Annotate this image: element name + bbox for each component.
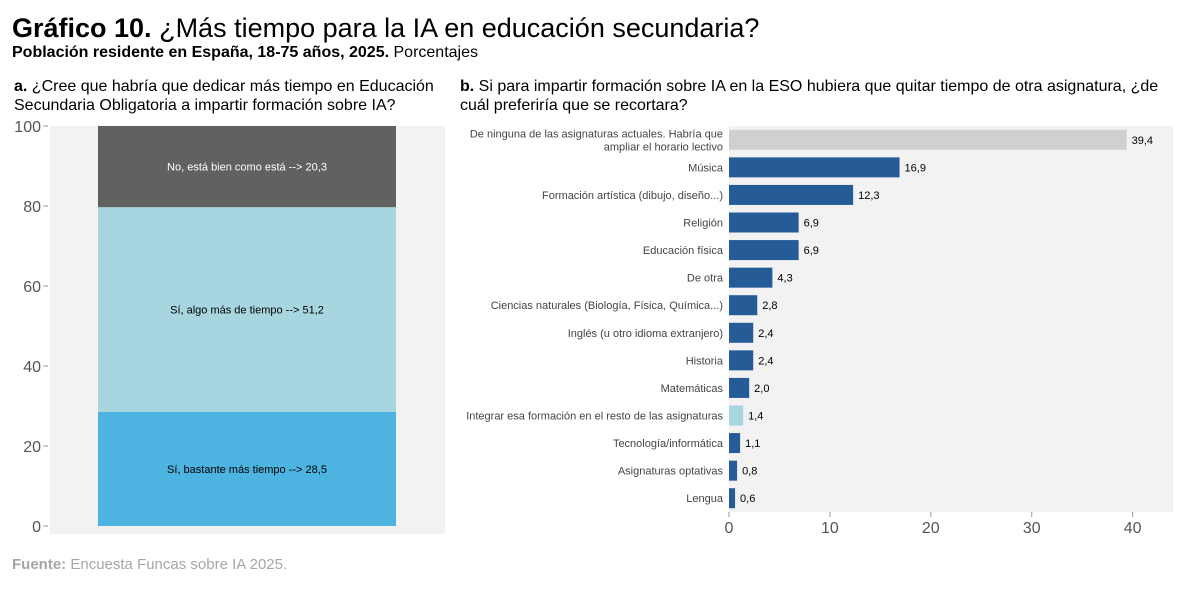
bar-value-label: 1,1	[745, 438, 760, 450]
bar-value-label: 2,8	[762, 300, 777, 312]
bar-value-label: 6,9	[804, 218, 819, 230]
category-label: De otra	[687, 273, 724, 285]
chart-title: Gráfico 10. ¿Más tiempo para la IA en ed…	[12, 12, 759, 44]
bar-value-label: 2,4	[758, 328, 773, 340]
x-tick-label: 10	[821, 520, 839, 537]
bar	[729, 240, 799, 261]
stacked-segment	[98, 412, 396, 526]
category-label: Educación física	[643, 245, 724, 257]
x-tick-label: 0	[725, 520, 734, 537]
bar	[729, 405, 744, 426]
bar	[729, 433, 741, 454]
category-label: Religión	[683, 218, 723, 230]
source-note: Fuente: Encuesta Funcas sobre IA 2025.	[12, 556, 287, 573]
bar	[729, 184, 854, 205]
panel-b-label: b.	[460, 78, 475, 95]
source-text: Encuesta Funcas sobre IA 2025.	[70, 556, 288, 573]
bar	[729, 460, 738, 481]
panel-a-label: a.	[14, 78, 28, 95]
stacked-segment	[98, 126, 396, 208]
category-label: Formación artística (dibujo, diseño...)	[542, 190, 723, 202]
bar-value-label: 16,9	[905, 162, 926, 174]
y-tick-label: 40	[23, 359, 41, 376]
category-label: De ninguna de las asignaturas actuales. …	[470, 128, 723, 140]
chart-subtitle-unit: Porcentajes	[393, 44, 479, 61]
bar	[729, 350, 754, 371]
horizontal-bar-chart: 39,4 De ninguna de las asignaturas actual…	[466, 126, 1173, 537]
bar-value-label: 39,4	[1132, 135, 1153, 147]
x-tick-label: 20	[922, 520, 940, 537]
y-tick-label: 0	[32, 519, 41, 536]
bar	[729, 295, 758, 316]
y-tick-label: 60	[23, 279, 41, 296]
panel-a-title: a. ¿Cree que habría que dedicar más tiem…	[14, 77, 444, 115]
bar	[729, 377, 750, 398]
segment-label: Sí, bastante más tiempo --> 28,5	[167, 464, 327, 476]
panel-b-question: Si para impartir formación sobre IA en l…	[460, 78, 1159, 114]
plot-background	[729, 126, 1173, 512]
chart-title-text: ¿Más tiempo para la IA en educación secu…	[159, 13, 760, 43]
bar-value-label: 1,4	[748, 411, 763, 423]
category-label: ampliar el horario lectivo	[604, 141, 723, 153]
bar-value-label: 2,4	[758, 355, 773, 367]
panel-a-question: ¿Cree que habría que dedicar más tiempo …	[14, 78, 434, 114]
bar-value-label: 0,8	[742, 466, 757, 478]
bar	[729, 212, 799, 233]
bar	[729, 267, 773, 288]
y-tick-label: 80	[23, 199, 41, 216]
stacked-bar-chart: 0 20 40 60 80 100 Sí, bastante más tiempo --> …	[14, 120, 445, 536]
category-label: Matemáticas	[661, 383, 724, 395]
bar-value-label: 2,0	[754, 383, 769, 395]
category-label: Ciencias naturales (Biología, Física, Qu…	[491, 300, 723, 312]
chart-subtitle: Población residente en España, 18-75 año…	[12, 44, 478, 62]
chart-subtitle-population: Población residente en España, 18-75 año…	[12, 44, 390, 61]
category-label: Música	[688, 162, 724, 174]
category-label: Inglés (u otro idioma extranjero)	[568, 328, 723, 340]
category-label: Lengua	[686, 493, 724, 505]
x-tick-label: 30	[1023, 520, 1041, 537]
bar	[729, 157, 900, 178]
bar-value-label: 4,3	[777, 273, 792, 285]
category-label: Tecnología/informática	[613, 438, 724, 450]
segment-label: No, está bien como está --> 20,3	[167, 162, 327, 174]
stacked-segment	[98, 207, 396, 412]
panel-b-title: b. Si para impartir formación sobre IA e…	[460, 77, 1180, 115]
bar-value-label: 12,3	[858, 190, 879, 202]
y-tick-label: 20	[23, 439, 41, 456]
bar-value-label: 0,6	[740, 493, 755, 505]
bar	[729, 488, 736, 509]
bar	[729, 129, 1127, 150]
category-label: Integrar esa formación en el resto de la…	[466, 411, 723, 423]
category-label: Asignaturas optativas	[618, 466, 724, 478]
x-tick-label: 40	[1124, 520, 1142, 537]
source-label: Fuente:	[12, 556, 67, 573]
y-tick-label: 100	[14, 120, 41, 136]
segment-label: Sí, algo más de tiempo --> 51,2	[170, 305, 324, 317]
bar-value-label: 6,9	[804, 245, 819, 257]
chart-title-number: Gráfico 10.	[12, 13, 152, 43]
category-label: Historia	[686, 355, 724, 367]
bar	[729, 322, 754, 343]
